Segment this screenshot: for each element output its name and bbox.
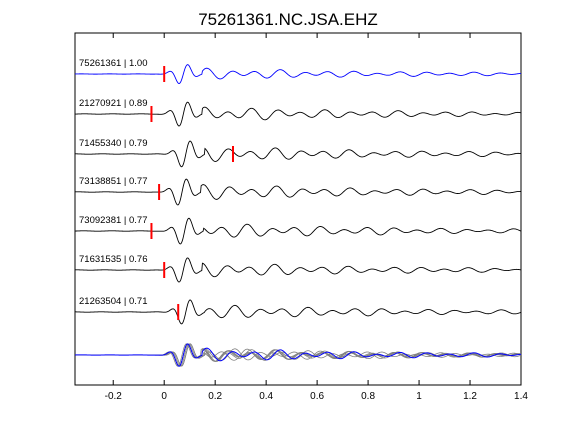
waveform-trace <box>74 140 522 168</box>
x-tick-label: 1.2 <box>463 391 477 402</box>
trace-label: 21263504 | 0.71 <box>79 296 148 307</box>
x-tick-label: 1.4 <box>514 391 528 402</box>
trace-label: 71631535 | 0.76 <box>79 254 148 265</box>
stacked-reference-trace <box>74 343 522 367</box>
trace-labels: 75261361 | 1.00 21270921 | 0.89 71455340 |… <box>79 58 148 307</box>
waveform-trace <box>74 178 522 206</box>
x-tick-label: 0.2 <box>208 391 222 402</box>
x-tick-label: 0.6 <box>310 391 324 402</box>
trace-label: 21270921 | 0.89 <box>79 98 148 109</box>
plot-area <box>74 32 522 386</box>
x-tick-label: 0 <box>161 391 167 402</box>
stacked-waveforms <box>74 343 522 367</box>
x-tick-label: -0.2 <box>105 391 123 402</box>
waveform-trace <box>74 64 522 84</box>
trace-label: 75261361 | 1.00 <box>79 58 148 69</box>
x-tick-label: 0.4 <box>259 391 273 402</box>
waveform-traces <box>74 64 522 325</box>
pick-markers <box>150 66 235 320</box>
x-tick-label: 0.8 <box>361 391 375 402</box>
trace-label: 71455340 | 0.79 <box>79 138 148 149</box>
trace-label: 73138851 | 0.77 <box>79 176 148 187</box>
trace-label: 73092381 | 0.77 <box>79 215 148 226</box>
waveform-trace <box>74 257 522 283</box>
x-tick-label: 1 <box>416 391 422 402</box>
x-axis: -0.2 0 0.2 0.4 0.6 0.8 1 1.2 1.4 <box>105 33 528 402</box>
waveform-trace <box>74 101 522 127</box>
chart-title: 75261361.NC.JSA.EHZ <box>198 10 378 29</box>
waveform-trace <box>74 217 522 245</box>
waveform-trace <box>74 299 522 325</box>
